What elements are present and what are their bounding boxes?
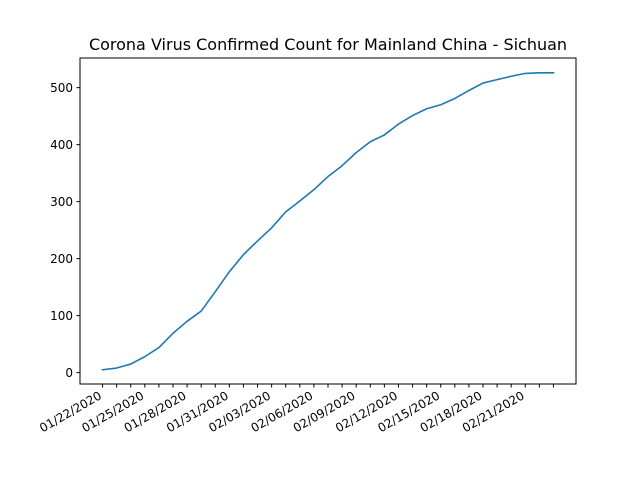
axes-frame <box>79 57 577 385</box>
y-tick-label: 200 <box>50 252 73 266</box>
y-tick-label: 500 <box>50 81 73 95</box>
chart-title: Corona Virus Confirmed Count for Mainlan… <box>89 35 567 54</box>
series-line-0 <box>101 72 555 371</box>
y-tick-label: 100 <box>50 309 73 323</box>
y-tick-label: 300 <box>50 195 73 209</box>
plot-area: 010020030040050001/22/202001/25/202001/2… <box>37 57 577 435</box>
y-tick-label: 0 <box>65 366 73 380</box>
y-tick-label: 400 <box>50 138 73 152</box>
